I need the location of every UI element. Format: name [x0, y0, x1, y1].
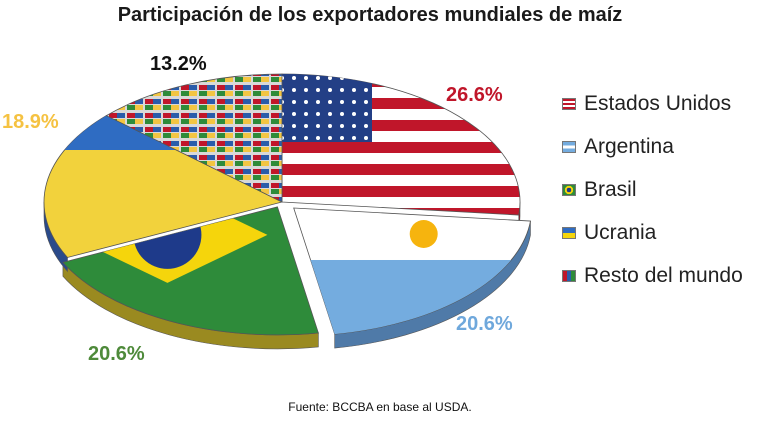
- brazil-flag-icon: [562, 183, 576, 196]
- data-label-argentina: 20.6%: [456, 313, 513, 335]
- us-flag-icon: [562, 97, 576, 110]
- legend-item-estados-unidos: Estados Unidos: [562, 82, 743, 125]
- legend: Estados Unidos Argentina Brasil Ucrania …: [562, 82, 743, 297]
- legend-item-resto-del-mundo: Resto del mundo: [562, 254, 743, 297]
- source-note: Fuente: BCCBA en base al USDA.: [288, 400, 472, 414]
- data-label-estados-unidos: 26.6%: [446, 84, 503, 106]
- data-label-brasil: 20.6%: [88, 343, 145, 365]
- legend-label: Ucrania: [584, 220, 657, 244]
- data-label-resto-del-mundo: 13.2%: [150, 53, 207, 75]
- legend-item-brasil: Brasil: [562, 168, 743, 211]
- legend-label: Argentina: [584, 134, 674, 158]
- chart-title: Participación de los exportadores mundia…: [117, 4, 623, 26]
- pie-top-group: [43, 73, 531, 336]
- legend-label: Estados Unidos: [584, 91, 732, 115]
- legend-item-ucrania: Ucrania: [562, 211, 743, 254]
- legend-item-argentina: Argentina: [562, 125, 743, 168]
- pie-slice-resto-del-mundo: [105, 73, 283, 203]
- flag-overlay-estados-unidos: [282, 74, 372, 142]
- argentina-flag-icon: [562, 140, 576, 153]
- legend-label: Resto del mundo: [584, 263, 743, 287]
- ukraine-flag-icon: [562, 226, 576, 239]
- world-flags-icon: [562, 269, 576, 282]
- data-label-ucrania: 18.9%: [2, 111, 59, 133]
- legend-label: Brasil: [584, 177, 637, 201]
